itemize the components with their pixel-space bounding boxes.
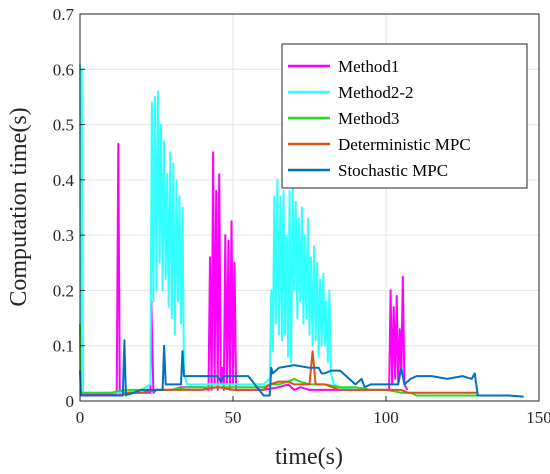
legend-box	[281, 43, 528, 189]
y-tick-label: 0.3	[53, 226, 74, 245]
legend-label: Deterministic MPC	[338, 135, 471, 154]
x-tick-label: 100	[373, 408, 399, 427]
x-axis-label: time(s)	[275, 444, 343, 470]
y-tick-label: 0.7	[53, 5, 75, 24]
x-tick-label: 0	[76, 408, 85, 427]
y-tick-label: 0.6	[53, 60, 74, 79]
series-line-deterministic-mpc	[80, 350, 478, 397]
x-tick-label: 50	[225, 408, 242, 427]
axis-ticks: 0 50 100 150 0 0.1 0.2 0.3 0.4 0.5 0.6 0.7	[53, 5, 550, 427]
legend-label: Method3	[338, 109, 399, 128]
legend-label: Method1	[338, 57, 399, 76]
series-line-method1	[79, 142, 409, 397]
legend-label: Method2-2	[338, 83, 414, 102]
y-tick-label: 0.5	[53, 116, 74, 135]
y-tick-label: 0	[66, 392, 75, 411]
series-layer	[79, 63, 524, 398]
plot-frame	[79, 13, 540, 402]
y-tick-label: 0.4	[53, 171, 75, 190]
x-tick-label: 150	[526, 408, 550, 427]
y-tick-label: 0.2	[53, 281, 74, 300]
y-axis-label: Computation time(s)	[6, 107, 32, 306]
y-tick-label: 0.1	[53, 337, 74, 356]
legend: Method1 Method2-2 Method3 Deterministic MPC…	[281, 43, 528, 189]
series-line-method2-2	[79, 63, 356, 397]
legend-label: Stochastic MPC	[338, 161, 448, 180]
series-line-stochastic-mpc	[79, 339, 524, 398]
